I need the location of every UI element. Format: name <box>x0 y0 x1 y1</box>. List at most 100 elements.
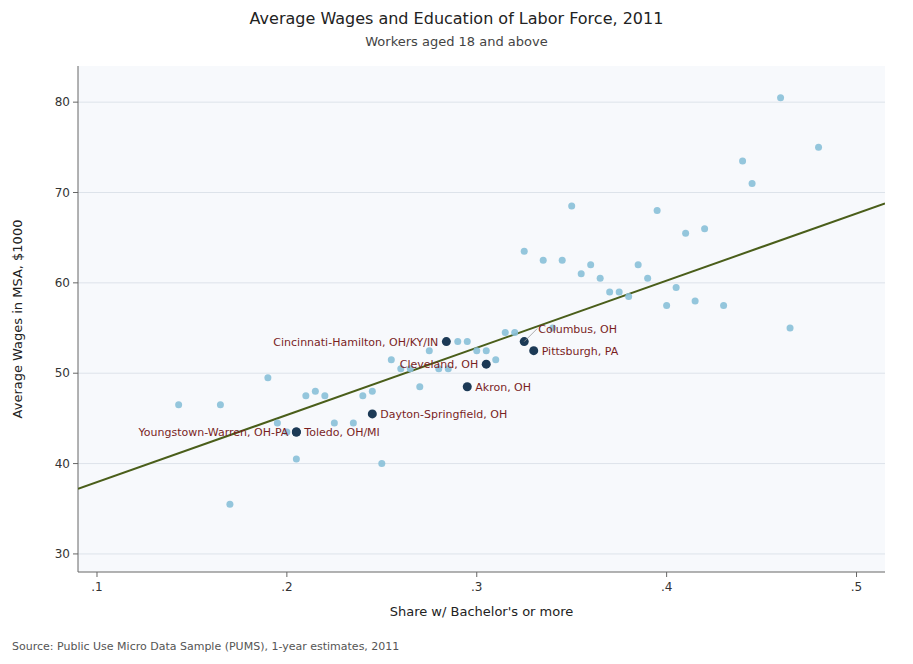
data-area <box>78 94 885 508</box>
source-note: Source: Public Use Micro Data Sample (PU… <box>12 640 399 653</box>
point <box>673 284 680 291</box>
y-axis-line <box>78 66 79 572</box>
highlighted-point <box>482 360 491 369</box>
highlighted-point <box>292 427 301 436</box>
tick-label: .5 <box>851 580 862 594</box>
point <box>502 329 509 336</box>
point-label: Youngstown-Warren, OH-PA <box>138 426 289 439</box>
point <box>226 501 233 508</box>
point-label: Dayton-Springfield, OH <box>380 408 507 421</box>
point <box>464 338 471 345</box>
grid-line <box>78 553 885 554</box>
point <box>521 248 528 255</box>
point-label: Pittsburgh, PA <box>542 345 619 358</box>
tick-label: 80 <box>55 95 70 109</box>
point <box>388 356 395 363</box>
tick-label: 70 <box>55 186 70 200</box>
point-label: Toledo, OH/MI <box>303 426 379 439</box>
point <box>264 374 271 381</box>
point <box>492 356 499 363</box>
tick-mark <box>856 572 857 577</box>
tick-mark <box>73 463 78 464</box>
x-axis-label: Share w/ Bachelor's or more <box>390 604 574 619</box>
grid-line <box>78 102 885 103</box>
point <box>597 275 604 282</box>
highlighted-point <box>529 346 538 355</box>
tick-mark <box>73 373 78 374</box>
point <box>312 388 319 395</box>
point <box>321 392 328 399</box>
point <box>416 383 423 390</box>
point-label: Columbus, OH <box>538 323 617 336</box>
point <box>682 230 689 237</box>
grid-line <box>78 192 885 193</box>
highlighted-point <box>442 337 451 346</box>
tick-label: .3 <box>471 580 482 594</box>
grid-line <box>78 373 885 374</box>
point <box>483 347 490 354</box>
tick-mark <box>666 572 667 577</box>
point <box>654 207 661 214</box>
tick-label: 50 <box>55 366 70 380</box>
point <box>568 203 575 210</box>
plot-area <box>78 66 885 572</box>
subtitle: Workers aged 18 and above <box>365 34 547 49</box>
tick-mark <box>73 553 78 554</box>
label-leader <box>524 329 537 342</box>
point-label: Akron, OH <box>475 381 531 394</box>
highlighted-point <box>368 409 377 418</box>
tick-label: 30 <box>55 547 70 561</box>
point <box>815 144 822 151</box>
point <box>378 460 385 467</box>
point <box>663 302 670 309</box>
point <box>616 288 623 295</box>
tick-mark <box>96 572 97 577</box>
point <box>511 329 518 336</box>
tick-mark <box>286 572 287 577</box>
point <box>701 225 708 232</box>
point <box>625 293 632 300</box>
point <box>720 302 727 309</box>
tick-mark <box>73 102 78 103</box>
point <box>777 94 784 101</box>
point-label: Cincinnati-Hamilton, OH/KY/IN <box>273 336 438 349</box>
titles: Average Wages and Education of Labor For… <box>250 9 664 49</box>
point <box>473 347 480 354</box>
point <box>293 456 300 463</box>
point <box>606 288 613 295</box>
tick-label: 40 <box>55 457 70 471</box>
highlighted-point <box>292 427 301 436</box>
point <box>739 157 746 164</box>
point <box>644 275 651 282</box>
tick-label: .2 <box>281 580 292 594</box>
grid-line <box>78 463 885 464</box>
tick-mark <box>476 572 477 577</box>
tick-label: 60 <box>55 276 70 290</box>
tick-label: .1 <box>91 580 102 594</box>
point <box>302 392 309 399</box>
title: Average Wages and Education of Labor For… <box>250 9 664 28</box>
highlighted-point <box>463 382 472 391</box>
point <box>369 388 376 395</box>
chart: Average Wages and Education of Labor For… <box>0 0 913 664</box>
point <box>359 392 366 399</box>
point <box>175 401 182 408</box>
point <box>635 261 642 268</box>
tick-label: .4 <box>661 580 672 594</box>
grid-line <box>78 282 885 283</box>
point <box>578 270 585 277</box>
point-labels: Cincinnati-Hamilton, OH/KY/IN Columbus, O… <box>138 323 619 439</box>
regression-line <box>78 203 885 489</box>
point <box>217 401 224 408</box>
point <box>692 297 699 304</box>
point <box>559 257 566 264</box>
point <box>454 338 461 345</box>
tick-mark <box>73 282 78 283</box>
point <box>749 180 756 187</box>
axes: 30 40 50 60 70 80 .1 .2 .3 .4 .5 <box>55 66 885 594</box>
x-axis-line <box>78 572 885 573</box>
tick-mark <box>73 192 78 193</box>
point <box>540 257 547 264</box>
point <box>587 261 594 268</box>
point-label: Cleveland, OH <box>400 358 478 371</box>
